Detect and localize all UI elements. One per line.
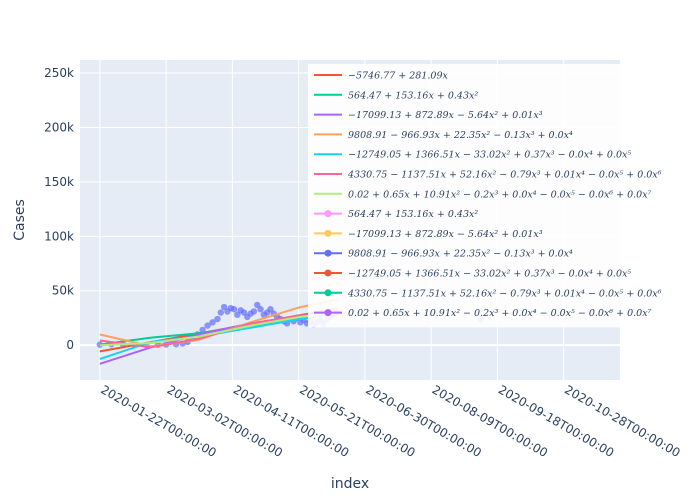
legend-swatch-marker [324,289,332,297]
legend-background [308,64,700,328]
legend-label: −12749.05 + 1366.51x − 33.02x² + 0.37x³ … [348,269,631,280]
x-tick-label: 2020-06-30T00:00:00 [363,382,483,460]
x-tick-label: 2020-05-21T00:00:00 [297,382,417,460]
x-tick-label: 2020-03-02T00:00:00 [165,382,285,460]
y-tick-label: 100k [44,229,74,243]
x-axis-title: index [331,476,369,492]
scatter-point [267,306,274,313]
y-tick-label: 0 [66,338,74,352]
x-tick-label: 2020-01-22T00:00:00 [98,382,218,460]
legend-swatch-marker [324,210,332,218]
legend-item[interactable]: −12749.05 + 1366.51x − 33.02x² + 0.37x³ … [314,269,631,280]
legend-label: −17099.13 + 872.89x − 5.64x² + 0.01x³ [348,110,543,121]
scatter-point [240,309,248,316]
fit-lines [99,298,339,365]
x-tick-label: 2020-10-28T00:00:00 [562,382,682,460]
scatter-point [230,306,238,313]
legend-label: −17099.13 + 872.89x − 5.64x² + 0.01x³ [348,229,543,240]
y-tick-label: 250k [44,66,74,80]
x-axis-ticks: 2020-01-22T00:00:002020-03-02T00:00:0020… [98,382,682,460]
legend-item[interactable]: 4330.75 − 1137.51x + 52.16x² − 0.79x³ + … [314,288,662,299]
y-axis-ticks: 0 50k 100k 150k 200k 250k [44,66,74,352]
x-tick-label: 2020-04-11T00:00:00 [231,382,351,460]
legend[interactable]: −5746.77 + 281.09x 564.47 + 153.16x + 0.4… [308,64,700,328]
scatter-point [204,322,211,329]
legend-item[interactable]: 4330.75 − 1137.51x + 52.16x² − 0.79x³ + … [314,170,662,181]
scatter-point [217,309,224,316]
x-tick-label: 2020-08-09T00:00:00 [430,382,550,460]
scatter-point [214,315,221,323]
legend-item[interactable]: −17099.13 + 872.89x − 5.64x² + 0.01x³ [314,110,543,121]
legend-label: 9808.91 − 966.93x + 22.35x² − 0.13x³ + 0… [348,130,573,141]
legend-item[interactable]: 0.02 + 0.65x + 10.91x² − 0.2x³ + 0.0x⁴ −… [314,308,652,319]
legend-item[interactable]: 564.47 + 153.16x + 0.43x² [314,209,478,220]
series-line [99,311,339,347]
scatter-point [234,311,241,318]
legend-label: −12749.05 + 1366.51x − 33.02x² + 0.37x³ … [348,150,631,161]
scatter-point [257,306,264,313]
legend-item[interactable]: 9808.91 − 966.93x + 22.35x² − 0.13x³ + 0… [314,130,573,141]
scatter-point [209,319,216,326]
scatter-point [220,303,228,311]
legend-item[interactable]: −17099.13 + 872.89x − 5.64x² + 0.01x³ [314,229,543,240]
legend-label: 9808.91 − 966.93x + 22.35x² − 0.13x³ + 0… [348,249,573,260]
legend-label: 564.47 + 153.16x + 0.43x² [348,209,478,220]
legend-swatch-marker [324,249,332,257]
legend-label: 0.02 + 0.65x + 10.91x² − 0.2x³ + 0.0x⁴ −… [348,308,652,319]
y-tick-label: 200k [44,120,74,134]
legend-label: 564.47 + 153.16x + 0.43x² [348,90,478,101]
x-tick-label: 2020-09-18T00:00:00 [496,382,616,460]
legend-item[interactable]: −5746.77 + 281.09x [314,71,448,82]
legend-item[interactable]: 564.47 + 153.16x + 0.43x² [314,90,478,101]
legend-item[interactable]: 9808.91 − 966.93x + 22.35x² − 0.13x³ + 0… [314,249,573,260]
scatter-point [250,308,258,315]
legend-item[interactable]: 0.02 + 0.65x + 10.91x² − 0.2x³ + 0.0x⁴ −… [314,189,652,200]
y-axis-title: Cases [12,199,28,241]
y-tick-label: 50k [52,284,74,298]
legend-label: 4330.75 − 1137.51x + 52.16x² − 0.79x³ + … [347,288,662,299]
legend-label: 4330.75 − 1137.51x + 52.16x² − 0.79x³ + … [347,170,662,181]
scatter-point [254,301,261,309]
legend-swatch-marker [324,229,332,237]
series-line [99,311,339,360]
legend-label: 0.02 + 0.65x + 10.91x² − 0.2x³ + 0.0x⁴ −… [348,189,652,200]
y-tick-label: 150k [44,175,74,189]
legend-item[interactable]: −12749.05 + 1366.51x − 33.02x² + 0.37x³ … [314,150,631,161]
legend-label: −5746.77 + 281.09x [348,71,448,82]
legend-swatch-marker [324,269,332,277]
legend-swatch-marker [324,309,332,317]
